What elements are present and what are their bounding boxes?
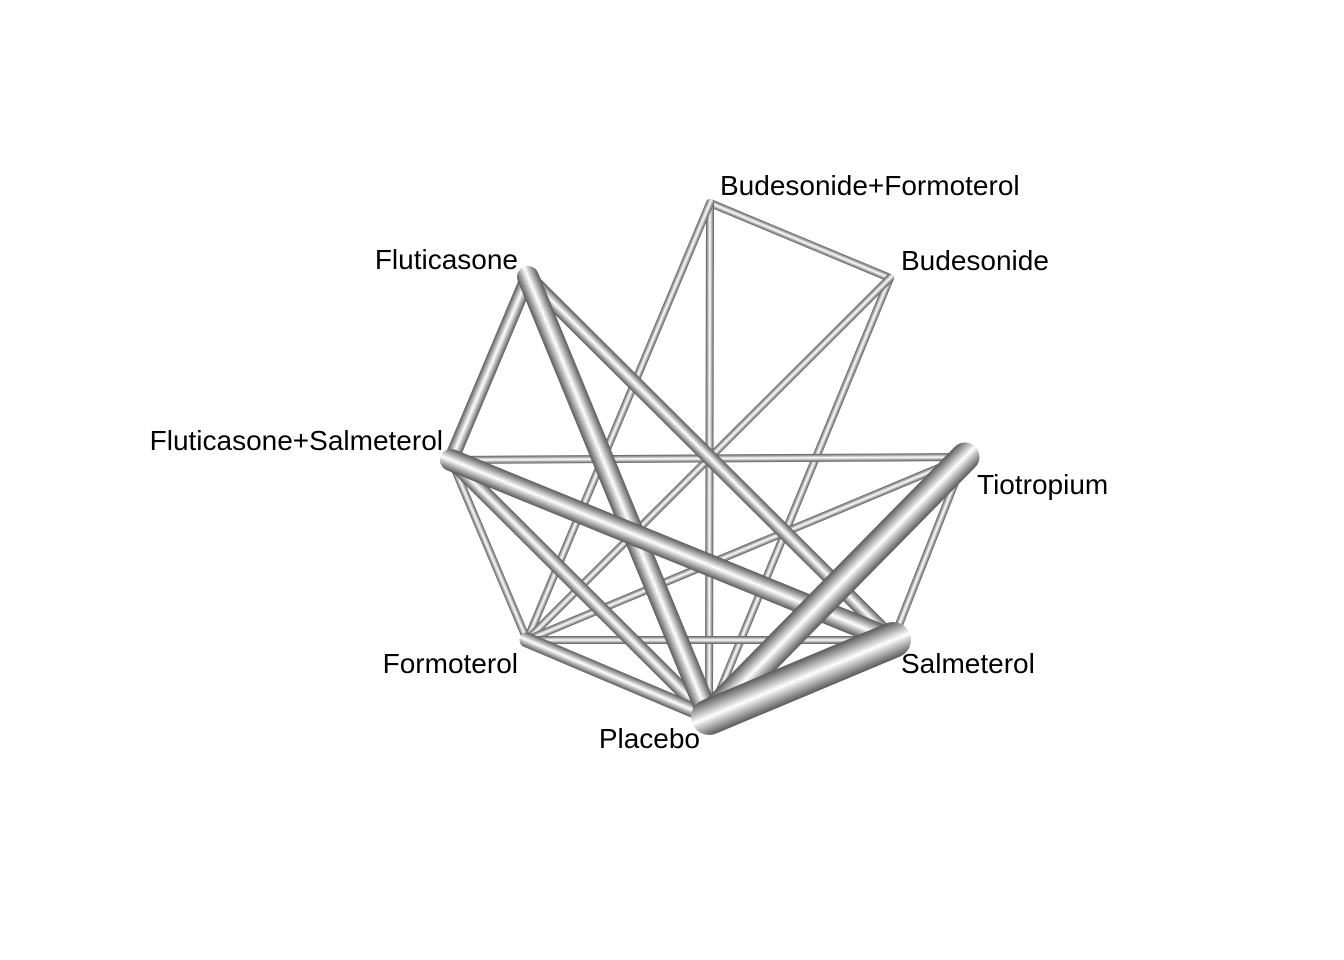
node-label-plac: Placebo: [599, 723, 700, 754]
edge-flut_salm-plac: [443, 452, 717, 725]
node-label-flut: Fluticasone: [375, 244, 518, 275]
node-label-bud: Budesonide: [901, 245, 1049, 276]
label-layer: Budesonide+Formoterol Budesonide Fluticaso…: [150, 170, 1109, 754]
node-label-bud_form: Budesonide+Formoterol: [720, 170, 1020, 201]
node-label-form: Formoterol: [383, 648, 518, 679]
edge-layer: [440, 199, 980, 735]
edge-flut-plac: [517, 266, 720, 728]
node-label-salm: Salmeterol: [901, 648, 1035, 679]
node-label-flut_salm: Fluticasone+Salmeterol: [150, 425, 443, 456]
edge-tio-plac: [694, 442, 980, 732]
edge-form-plac: [519, 632, 717, 725]
node-label-tio: Tiotropium: [977, 469, 1108, 500]
edge-flut-flut_salm: [443, 269, 536, 468]
edge-salm-plac: [691, 622, 911, 735]
edge-flut_salm-form: [447, 456, 531, 644]
edge-bud_form-bud: [706, 199, 894, 282]
